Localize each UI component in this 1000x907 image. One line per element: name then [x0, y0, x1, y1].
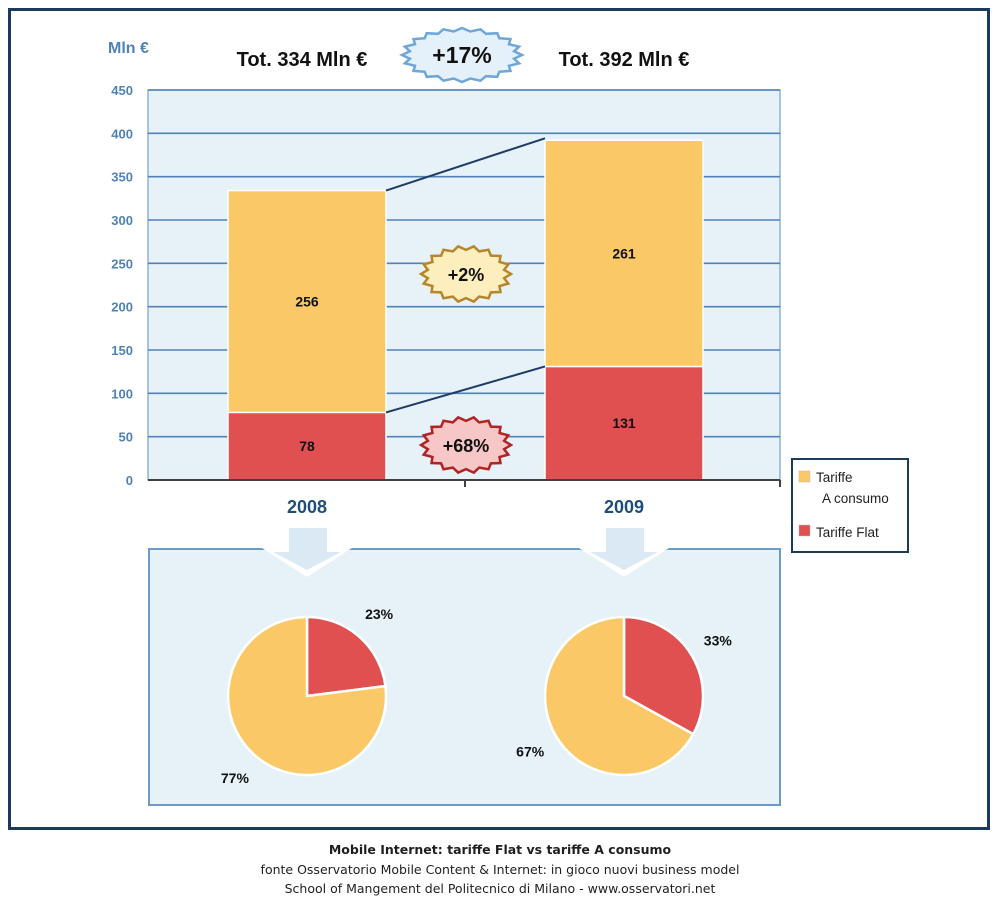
legend-label-flat: Tariffe Flat [816, 525, 879, 540]
pie-slice-2009 [543, 615, 695, 777]
bars: 78 256 131 261 [227, 139, 704, 481]
growth-connectors [385, 137, 546, 414]
y-tick-label: 50 [119, 430, 133, 445]
total-growth-label: +17% [432, 42, 491, 68]
y-axis-label: Mln € [108, 40, 149, 57]
pie-slice-label: 77% [221, 770, 250, 786]
y-tick-label: 0 [126, 473, 133, 488]
arrow-down-icon [590, 528, 658, 570]
total-label-2008: Tot. 334 Mln € [237, 49, 368, 71]
bar-value-label: 261 [612, 245, 636, 261]
consumo-growth-badge [418, 244, 514, 304]
flat-growth-badge [418, 415, 514, 475]
legend-label-consumo-line2: A consumo [822, 491, 889, 506]
pie-slice-2008 [226, 615, 388, 777]
y-tick-label: 450 [111, 83, 133, 98]
pie-slice-label: 67% [516, 744, 545, 760]
legend-swatch-consumo [798, 470, 811, 483]
y-tick-label: 100 [111, 386, 133, 401]
bar-segment-2009-1 [544, 139, 704, 368]
flat-growth-label: +68% [443, 436, 490, 456]
pies: 23% 77% 33% 67% [221, 606, 732, 786]
category-label-2008: 2008 [287, 497, 327, 517]
bar-value-label: 131 [612, 415, 636, 431]
legend-box [791, 458, 909, 553]
caption-institution: School of Mangement del Politecnico di M… [284, 881, 716, 896]
pie-slice-2009 [622, 615, 705, 736]
legend-swatch-flat [798, 524, 811, 537]
y-tick-label: 200 [111, 300, 133, 315]
y-tick-label: 400 [111, 126, 133, 141]
y-axis-ticks: 0 50 100 150 200 250 300 350 400 450 [111, 83, 133, 488]
y-tick-label: 150 [111, 343, 133, 358]
connector-line [385, 365, 546, 414]
legend-label-consumo: Tariffe [816, 470, 853, 485]
legend: Tariffe A consumo Tariffe Flat [791, 458, 909, 553]
pie-slice-label: 23% [365, 606, 394, 622]
bar-value-label: 256 [295, 293, 319, 309]
caption-title: Mobile Internet: tariffe Flat vs tariffe… [328, 842, 672, 857]
y-tick-label: 250 [111, 256, 133, 271]
consumo-growth-label: +2% [448, 265, 485, 285]
bar-segment-2008-1 [227, 189, 387, 414]
arrow-down-icon [273, 528, 341, 570]
connector-line [385, 137, 546, 192]
y-tick-label: 300 [111, 213, 133, 228]
pie-slice-2008 [305, 615, 387, 698]
caption-source: fonte Osservatorio Mobile Content & Inte… [260, 862, 740, 877]
total-growth-badge [399, 26, 525, 84]
y-tick-label: 350 [111, 170, 133, 185]
bar-value-label: 78 [299, 438, 315, 454]
total-label-2009: Tot. 392 Mln € [559, 49, 690, 71]
category-label-2009: 2009 [604, 497, 644, 517]
pie-slice-label: 33% [704, 633, 733, 649]
